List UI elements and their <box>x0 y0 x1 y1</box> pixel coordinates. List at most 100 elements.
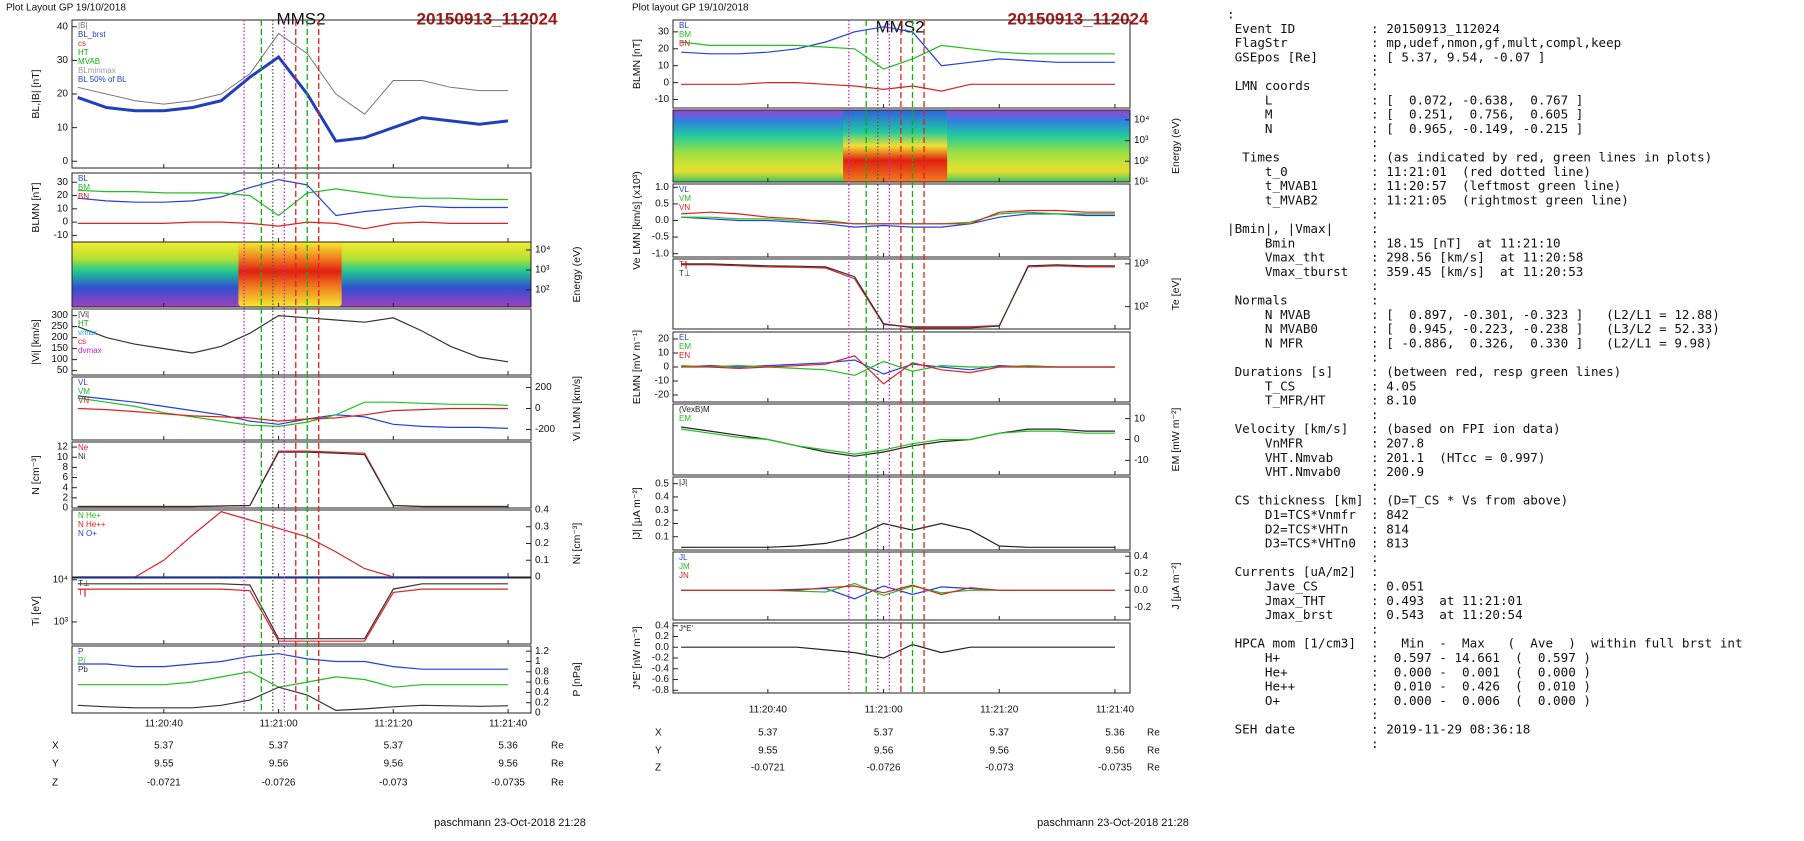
info-line: N MVAB : [ 0.897, -0.301, -0.323 ] (L2/L… <box>1227 307 1720 322</box>
position-label: X <box>655 728 662 739</box>
position-value: 9.56 <box>874 746 894 757</box>
series-line <box>681 26 1115 67</box>
position-value: 5.37 <box>874 728 894 739</box>
position-unit: Re <box>1147 746 1160 757</box>
panel-frame <box>672 476 1131 551</box>
y-tick-label: 0 <box>62 503 68 514</box>
series-line <box>77 397 509 428</box>
legend-entry: BN <box>679 39 690 48</box>
series-line <box>77 451 508 508</box>
footer: paschmann 23-Oct-2018 21:28 <box>1037 817 1189 829</box>
info-line: : <box>1227 707 1379 722</box>
y-tick-label: 0 <box>535 708 541 719</box>
legend-entry: EN <box>679 351 690 360</box>
info-line: N MVAB0 : [ 0.945, -0.223, -0.238 ] (L3/… <box>1227 321 1720 336</box>
series-line <box>681 643 1115 659</box>
panel-frame <box>71 509 532 578</box>
info-line: D1=TCS*Vnmfr : 842 <box>1227 507 1409 522</box>
legend-entry: cs <box>78 39 86 48</box>
info-line: H+ : 0.597 - 14.661 ( 0.597 ) <box>1227 650 1591 665</box>
series-line <box>681 428 1115 455</box>
series-line <box>77 395 509 429</box>
info-line: Bmin : 18.15 [nT] at 11:21:10 <box>1227 235 1561 250</box>
series-line <box>681 360 1115 377</box>
x-tick-label: 11:21:20 <box>374 719 413 730</box>
legend-entry: Pi <box>78 656 85 665</box>
panel-frame <box>71 308 532 376</box>
info-line: D2=TCS*VHTn : 814 <box>1227 521 1409 536</box>
panel: 10³ 10⁴ Ti [eV] T⊥T∥ <box>30 574 532 645</box>
info-line: He++ : 0.010 - 0.426 ( 0.010 ) <box>1227 679 1591 694</box>
y-tick-label: 10 <box>658 60 670 71</box>
series-line <box>681 211 1115 225</box>
spectrogram-hot-region <box>843 110 948 182</box>
info-line: Times : (as indicated by red, green line… <box>1227 150 1712 165</box>
info-line: VHT.Nmvab0 : 200.9 <box>1227 464 1424 479</box>
x-tick-label: 11:21:20 <box>980 705 1019 716</box>
position-unit: Re <box>1147 728 1160 739</box>
y-axis-label: J [μA m⁻²] <box>1170 562 1182 609</box>
y-tick-label: 0.2 <box>655 631 669 642</box>
info-line: t_MVAB2 : 11:21:05 (rightmost green line… <box>1227 192 1629 207</box>
legend-entry: (VexB)M <box>679 405 710 414</box>
position-value: 9.56 <box>1105 746 1125 757</box>
y-tick-label: 10¹ <box>1134 177 1149 188</box>
series-line <box>681 213 1115 228</box>
legend-entry: cs <box>78 337 86 346</box>
y-tick-label: 50 <box>57 365 69 376</box>
series-line <box>77 178 508 217</box>
series-line <box>681 41 1115 70</box>
series-line <box>77 653 508 670</box>
legend-entry: |J| <box>679 478 687 487</box>
legend-entry: BL_brst <box>78 30 106 39</box>
series-line <box>681 209 1115 225</box>
position-value: 5.37 <box>154 741 174 752</box>
info-line: M : [ 0.251, 0.756, 0.605 ] <box>1227 107 1583 122</box>
x-tick-label: 11:21:40 <box>489 719 528 730</box>
y-tick-label: 20 <box>57 89 69 100</box>
series-line <box>681 264 1115 328</box>
legend-entry: HT <box>78 319 89 328</box>
legend-entry: EL <box>679 333 689 342</box>
position-unit: Re <box>551 759 564 770</box>
y-axis-label: |J| [μA m⁻²] <box>631 487 643 540</box>
y-tick-label: -1.0 <box>652 248 670 259</box>
position-value: -0.0726 <box>262 778 296 789</box>
y-axis-label: |Vi| [km/s] <box>30 319 42 365</box>
info-line: : <box>1227 736 1379 751</box>
series-line <box>77 54 509 143</box>
y-axis-label: Ve LMN [km/s] (x10³) <box>631 171 643 270</box>
x-tick-label: 11:21:00 <box>864 705 903 716</box>
legend-entry: BM <box>78 183 90 192</box>
y-tick-label: 0.6 <box>535 677 549 688</box>
position-value: -0.0735 <box>491 778 525 789</box>
panel: 0.1 0.2 0.3 0.4 0.5 |J| [μA m⁻²] |J| <box>631 476 1131 551</box>
y-tick-label: 0.1 <box>655 531 669 542</box>
info-line: : <box>1227 407 1379 422</box>
position-value: -0.073 <box>985 763 1014 774</box>
y-axis-label: Te [eV] <box>1170 278 1182 311</box>
y-tick-label: 10 <box>57 122 69 133</box>
y-tick-label: 1.0 <box>655 182 669 193</box>
legend-entry: MVAB <box>78 57 100 66</box>
y-axis-label: N [cm⁻³] <box>30 455 42 494</box>
y-tick-label: 0.0 <box>655 642 669 653</box>
panel-frame <box>71 645 532 714</box>
legend-entry: T∥ <box>679 260 688 269</box>
y-tick-label: 10⁴ <box>535 245 550 256</box>
position-value: 9.56 <box>384 759 404 770</box>
info-line: O+ : 0.000 - 0.006 ( 0.000 ) <box>1227 693 1591 708</box>
series-line <box>77 221 508 230</box>
y-tick-label: 10 <box>57 203 69 214</box>
y-tick-label: 0.8 <box>535 666 549 677</box>
position-value: -0.0735 <box>1098 763 1132 774</box>
y-tick-label: 200 <box>535 382 552 393</box>
plot-title: MMS2 <box>276 9 325 28</box>
position-value: -0.073 <box>379 778 408 789</box>
legend-entry: T⊥ <box>679 269 691 278</box>
